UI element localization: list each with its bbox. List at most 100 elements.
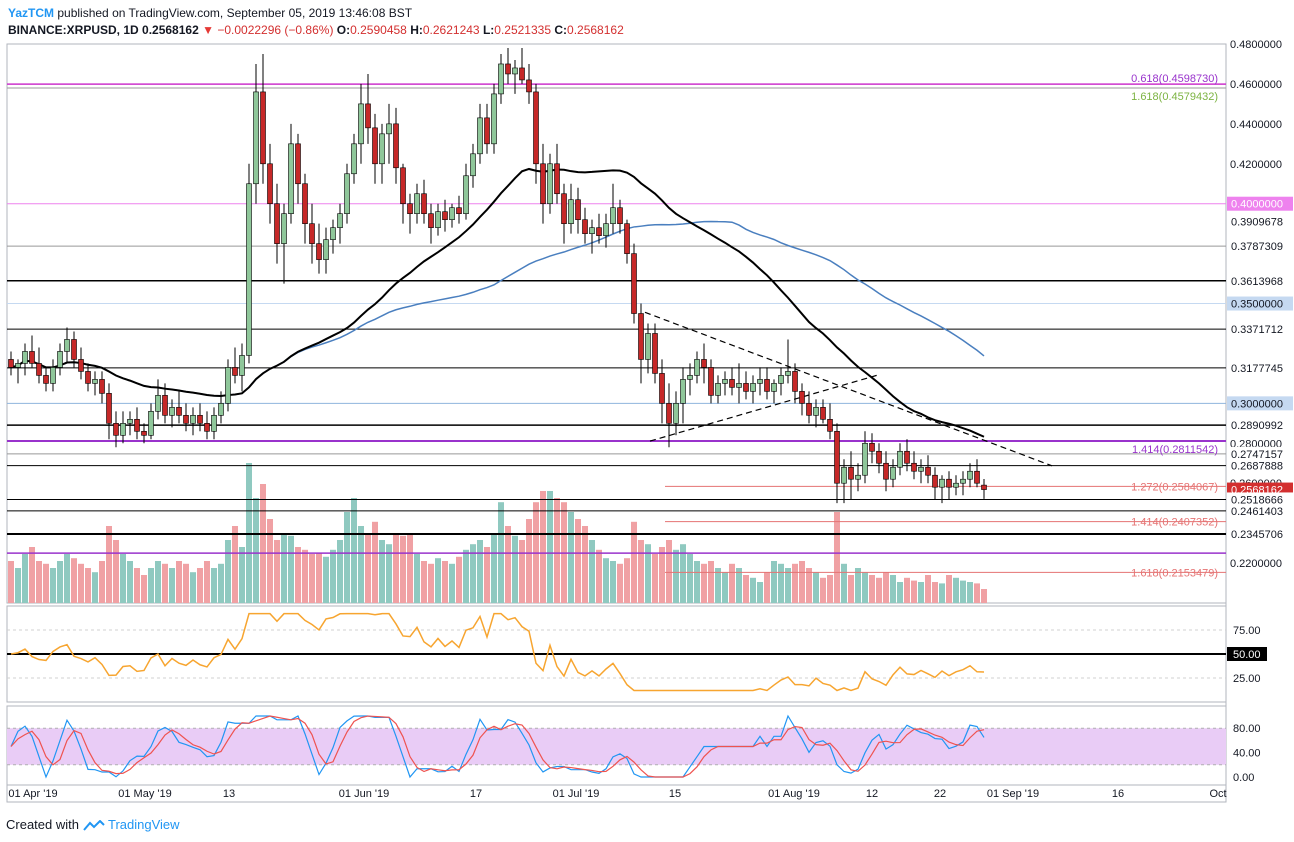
volume-bar <box>456 556 462 603</box>
price-level-tag-bg <box>1227 418 1293 433</box>
price-level-tag-bg <box>1227 503 1293 518</box>
symbol-label: BINANCE:XRPUSD, 1D <box>8 23 139 37</box>
volume-bar <box>155 561 161 603</box>
volume-bar <box>127 561 133 603</box>
candle-body <box>666 403 672 424</box>
volume-bar <box>449 563 455 603</box>
volume-bar <box>890 575 896 603</box>
candle-body <box>386 123 392 135</box>
price-level-tag-bg <box>1227 239 1293 254</box>
candle-body <box>841 466 847 484</box>
volume-bar <box>638 540 644 603</box>
published-text: published on TradingView.com, September … <box>57 6 413 20</box>
author-link[interactable]: YazTCM <box>8 6 55 20</box>
volume-bar <box>288 535 294 603</box>
candle-body <box>582 219 588 234</box>
time-tick-label: 01 Apr '19 <box>8 788 57 800</box>
price-change: −0.0022296 (−0.86%) <box>217 23 334 37</box>
volume-bar <box>771 561 777 603</box>
last-price: 0.2568162 <box>142 23 199 37</box>
tradingview-link[interactable]: TradingView <box>108 817 180 832</box>
volume-bar <box>939 583 945 603</box>
volume-bar <box>946 575 952 603</box>
candle-body <box>78 359 84 372</box>
volume-bar <box>57 561 63 603</box>
volume-bar <box>610 561 616 603</box>
price-level-tag-bg <box>1227 492 1293 507</box>
stoch-d-line <box>10 715 985 778</box>
rsi-line <box>10 612 985 692</box>
candle-body <box>134 419 140 432</box>
candle-body <box>547 163 553 205</box>
open-value: 0.2590458 <box>350 23 407 37</box>
volume-bar <box>428 563 434 603</box>
fib-level-label: 1.272(0.2584067) <box>1131 481 1218 493</box>
candle-body <box>463 175 469 214</box>
price-level-tag: 0.2518666 <box>1231 494 1283 506</box>
candle-body <box>974 470 980 484</box>
fib-label: 1.618(0.4579432) <box>1131 91 1218 103</box>
volume-bar <box>330 549 336 603</box>
candle-body <box>295 143 301 185</box>
candle-body <box>71 339 77 360</box>
time-tick-label: 01 Jun '19 <box>339 788 389 800</box>
candle-body <box>778 375 784 384</box>
volume-bars <box>8 463 987 603</box>
candle-body <box>141 431 147 436</box>
candle-body <box>113 423 119 436</box>
candle-body <box>246 183 252 356</box>
price-level-tag-bg <box>1227 396 1293 411</box>
fib-label: 1.414(0.2811542) <box>1132 444 1218 456</box>
candle-body <box>603 223 609 236</box>
price-level-tag-bg <box>1227 458 1293 473</box>
volume-bar <box>792 563 798 603</box>
volume-bar <box>967 582 973 603</box>
volume-bar <box>92 572 98 603</box>
volume-bar <box>701 563 707 603</box>
volume-bar <box>666 540 672 603</box>
volume-bar <box>232 526 238 603</box>
candle-body <box>358 103 364 145</box>
candle-body <box>743 383 749 392</box>
volume-bar <box>526 519 532 603</box>
candle-body <box>946 478 952 488</box>
candle-body <box>960 478 966 484</box>
volume-bar <box>631 521 637 603</box>
volume-bar <box>442 561 448 603</box>
fib-level-label: 1.618(0.2153479) <box>1131 567 1218 579</box>
stoch-level-label: 80.00 <box>1233 723 1261 735</box>
volume-bar <box>302 549 308 603</box>
high-value: 0.2621243 <box>422 23 480 37</box>
horizontal-levels <box>7 83 1226 554</box>
low-value: 0.2521335 <box>494 23 552 37</box>
volume-bar <box>15 568 21 603</box>
volume-bar <box>78 563 84 603</box>
volume-bar <box>932 582 938 603</box>
volume-bar <box>281 533 287 603</box>
fib-label: 0.618(0.4598730) <box>1131 73 1218 85</box>
volume-bar <box>295 547 301 603</box>
stoch-k-line <box>10 714 985 779</box>
volume-bar <box>575 519 581 603</box>
candle-body <box>428 213 434 228</box>
fib-extension: 1.272(0.2584067) 1.414(0.2407352) 1.618(0.… <box>665 73 1226 579</box>
candle-body <box>470 153 476 177</box>
volume-bar <box>197 568 203 603</box>
candle-body <box>442 211 448 220</box>
volume-bar <box>554 498 560 603</box>
price-level-tag: 0.2890992 <box>1231 420 1283 432</box>
volume-bar <box>134 568 140 603</box>
candle-body <box>876 450 882 464</box>
volume-bar <box>344 512 350 603</box>
volume-bar <box>50 568 56 603</box>
volume-bar <box>365 533 371 603</box>
candle-body <box>610 207 616 224</box>
volume-bar <box>22 554 28 603</box>
volume-bar <box>778 563 784 603</box>
candle-body <box>855 474 861 480</box>
volume-bar <box>708 561 714 603</box>
candle-body <box>218 403 224 416</box>
candle-body <box>64 339 70 352</box>
volume-bar <box>400 535 406 603</box>
